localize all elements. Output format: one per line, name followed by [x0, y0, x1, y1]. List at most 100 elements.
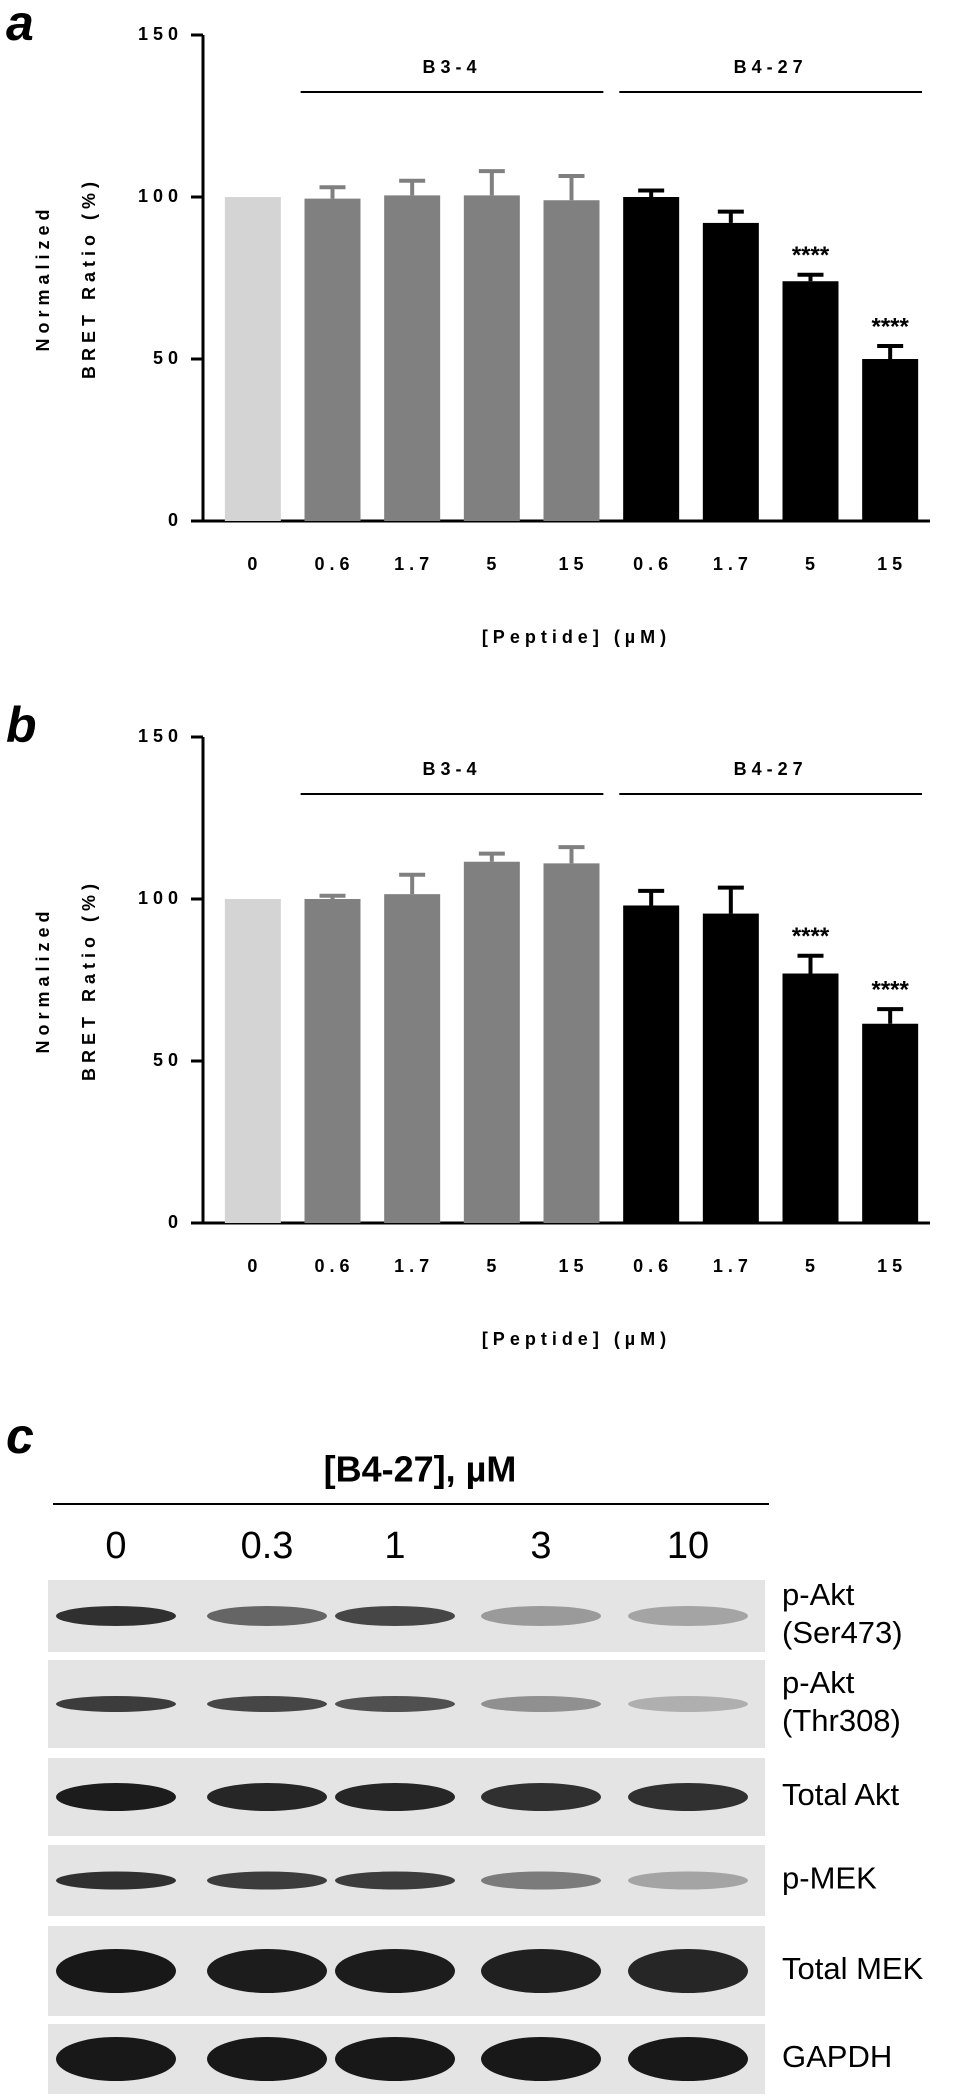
blot-band: [628, 1783, 748, 1811]
bar: [304, 899, 361, 1223]
error-bar: [717, 209, 744, 223]
blot-band: [207, 2037, 327, 2081]
bar: [304, 198, 361, 521]
x-tick-label: 15: [877, 1256, 907, 1276]
y-tick-label: 150: [138, 726, 183, 746]
bar: [543, 200, 600, 522]
blot-band: [628, 1871, 748, 1890]
y-tick-label: 50: [153, 1050, 183, 1070]
x-axis-label: [Peptide] (µM): [482, 627, 671, 647]
error-bar: [717, 885, 744, 914]
error-bar: [877, 344, 904, 359]
row-label: p-MEK: [782, 1861, 877, 1896]
blot-band: [207, 1949, 327, 1993]
bar: [463, 861, 520, 1223]
y-tick-label: 100: [138, 186, 183, 206]
group-label: B4-27: [734, 57, 808, 77]
bar: [702, 222, 759, 522]
error-bar: [797, 272, 824, 282]
blot-band: [628, 1949, 748, 1993]
significance: ****: [871, 313, 909, 340]
blot-band: [628, 1606, 748, 1626]
row-label: p-Akt: [782, 1665, 855, 1700]
blot-band: [335, 1606, 455, 1626]
error-bar: [797, 953, 824, 974]
x-tick-label: 0.6: [633, 1256, 673, 1276]
blot-band: [481, 1783, 601, 1811]
y-tick-label: 50: [153, 348, 183, 368]
error-bar: [319, 893, 346, 899]
x-tick-label: 5: [805, 554, 820, 574]
x-tick-label: 0.6: [633, 554, 673, 574]
y-axis-label: BRET Ratio (%): [79, 177, 99, 379]
x-tick-label: 15: [558, 554, 588, 574]
panel-label: b: [6, 697, 37, 753]
bar: [224, 899, 281, 1223]
bar: [384, 894, 441, 1223]
bar: [623, 197, 680, 521]
blot-band: [481, 1606, 601, 1626]
panel-label: c: [6, 1408, 34, 1464]
x-tick-label: 15: [877, 554, 907, 574]
bar: [862, 1023, 919, 1223]
blot-band: [56, 1871, 176, 1890]
bar: [384, 195, 441, 521]
dose-label: 0.3: [241, 1525, 294, 1567]
y-axis-label: Normalized: [33, 906, 53, 1053]
dose-label: 0: [105, 1525, 126, 1567]
x-tick-label: 5: [486, 554, 501, 574]
y-tick-label: 150: [138, 24, 183, 44]
blot-band: [56, 1949, 176, 1993]
blot-band: [481, 1949, 601, 1993]
row-label: Total MEK: [782, 1951, 924, 1986]
x-tick-label: 1.7: [394, 554, 434, 574]
blot-band: [207, 1871, 327, 1890]
bar: [862, 359, 919, 521]
group-label: B4-27: [734, 759, 808, 779]
bar: [782, 281, 839, 521]
bar: [702, 913, 759, 1223]
blot-band: [56, 1606, 176, 1626]
x-tick-label: 0.6: [314, 1256, 354, 1276]
error-bar: [877, 1007, 904, 1024]
error-bar: [399, 872, 426, 895]
blot-band: [335, 1696, 455, 1712]
blot-band: [481, 1871, 601, 1890]
bar: [623, 905, 680, 1223]
error-bar: [558, 845, 585, 864]
bar: [543, 863, 600, 1223]
group-label: B3-4: [422, 759, 481, 779]
blot-band: [56, 1696, 176, 1712]
row-label: GAPDH: [782, 2039, 892, 2074]
blot-band: [207, 1696, 327, 1712]
error-bar: [638, 888, 665, 906]
blot-band: [335, 1871, 455, 1890]
row-label: (Ser473): [782, 1615, 903, 1650]
row-label: (Thr308): [782, 1703, 901, 1738]
dose-label: 3: [530, 1525, 551, 1567]
blot-band: [628, 2037, 748, 2081]
x-tick-label: 5: [805, 1256, 820, 1276]
dose-label: 1: [384, 1525, 405, 1567]
dose-label: 10: [667, 1525, 709, 1567]
y-axis-label: Normalized: [33, 204, 53, 351]
blot-band: [335, 1949, 455, 1993]
panel-label: a: [6, 0, 34, 51]
x-axis-label: [Peptide] (µM): [482, 1329, 671, 1349]
x-tick-label: 15: [558, 1256, 588, 1276]
bar: [224, 197, 281, 521]
blot-band: [335, 1783, 455, 1811]
x-tick-label: 1.7: [394, 1256, 434, 1276]
x-tick-label: 0: [247, 554, 262, 574]
y-axis-label: BRET Ratio (%): [79, 879, 99, 1081]
row-label: p-Akt: [782, 1577, 855, 1612]
blot-band: [335, 2037, 455, 2081]
significance: ****: [871, 977, 909, 1004]
blot-band: [628, 1696, 748, 1712]
x-tick-label: 1.7: [713, 554, 753, 574]
significance: ****: [792, 923, 830, 950]
blot-title: [B4-27], µM: [324, 1449, 517, 1490]
error-bar: [399, 178, 426, 196]
x-tick-label: 5: [486, 1256, 501, 1276]
blot-band: [207, 1606, 327, 1626]
